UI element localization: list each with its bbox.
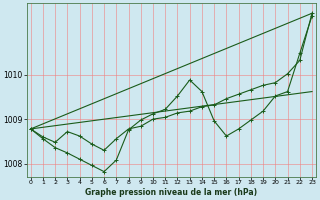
- X-axis label: Graphe pression niveau de la mer (hPa): Graphe pression niveau de la mer (hPa): [85, 188, 257, 197]
